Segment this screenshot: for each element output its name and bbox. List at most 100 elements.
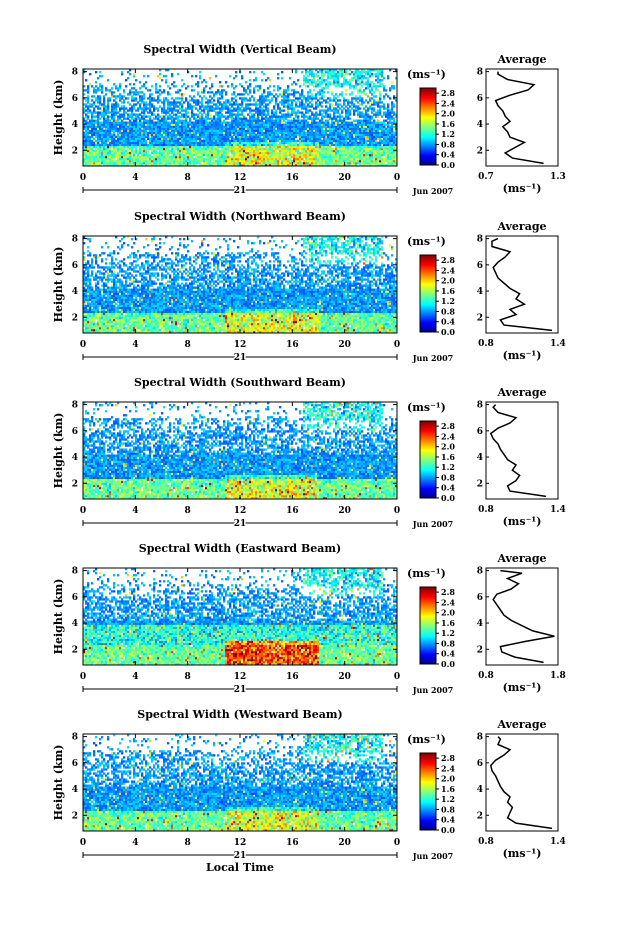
- heatmap-cell: [343, 160, 345, 162]
- heatmap-cell: [355, 140, 357, 142]
- heatmap-cell: [367, 118, 369, 120]
- heatmap-cell: [321, 130, 323, 132]
- heatmap-cell: [285, 154, 287, 156]
- heatmap-cell: [103, 99, 105, 101]
- heatmap-cell: [229, 136, 231, 138]
- heatmap-cell: [127, 160, 129, 162]
- heatmap-cell: [201, 81, 203, 83]
- heatmap-cell: [243, 142, 245, 144]
- heatmap-cell: [127, 150, 129, 152]
- heatmap-cell: [393, 134, 395, 136]
- heatmap-cell: [137, 115, 139, 117]
- heatmap-cell: [369, 83, 371, 85]
- heatmap-cell: [313, 148, 315, 150]
- heatmap-cell: [125, 85, 127, 87]
- heatmap-cell: [253, 134, 255, 136]
- heatmap-cell: [247, 160, 249, 162]
- heatmap-cell: [103, 103, 105, 105]
- heatmap-cell: [159, 120, 161, 122]
- heatmap-cell: [99, 148, 101, 150]
- heatmap-cell: [247, 120, 249, 122]
- heatmap-cell: [303, 156, 305, 158]
- heatmap-cell: [161, 132, 163, 134]
- heatmap-cell: [309, 134, 311, 136]
- heatmap-cell: [133, 83, 135, 85]
- heatmap-cell: [105, 89, 107, 91]
- heatmap-cell: [361, 103, 363, 105]
- heatmap-cell: [371, 111, 373, 113]
- heatmap-cell: [365, 115, 367, 117]
- heatmap-cell: [241, 148, 243, 150]
- heatmap-cell: [97, 148, 99, 150]
- heatmap-cell: [113, 122, 115, 124]
- heatmap-cell: [195, 103, 197, 105]
- heatmap-cell: [161, 124, 163, 126]
- heatmap-cell: [371, 124, 373, 126]
- heatmap-cell: [131, 144, 133, 146]
- heatmap-cell: [241, 124, 243, 126]
- heatmap-cell: [305, 107, 307, 109]
- heatmap-cell: [333, 97, 335, 99]
- heatmap-cell: [363, 120, 365, 122]
- heatmap-cell: [225, 142, 227, 144]
- heatmap-cell: [363, 124, 365, 126]
- heatmap-cell: [93, 126, 95, 128]
- heatmap-cell: [207, 142, 209, 144]
- heatmap-cell: [365, 138, 367, 140]
- heatmap-cell: [259, 85, 261, 87]
- heatmap-cell: [225, 158, 227, 160]
- heatmap-cell: [321, 140, 323, 142]
- heatmap-cell: [185, 118, 187, 120]
- heatmap-cell: [313, 142, 315, 144]
- heatmap-cell: [213, 128, 215, 130]
- heatmap-cell: [353, 146, 355, 148]
- heatmap-cell: [137, 162, 139, 164]
- heatmap-cell: [157, 128, 159, 130]
- heatmap-cell: [299, 156, 301, 158]
- heatmap-cell: [345, 105, 347, 107]
- heatmap-cell: [345, 150, 347, 152]
- heatmap-cell: [205, 134, 207, 136]
- heatmap-cell: [157, 109, 159, 111]
- heatmap-cell: [215, 160, 217, 162]
- heatmap-cell: [281, 136, 283, 138]
- heatmap-cell: [147, 136, 149, 138]
- heatmap-cell: [229, 124, 231, 126]
- heatmap-cell: [339, 132, 341, 134]
- heatmap-cell: [257, 140, 259, 142]
- heatmap-cell: [105, 146, 107, 148]
- heatmap-cell: [297, 130, 299, 132]
- heatmap-cell: [135, 122, 137, 124]
- heatmap-cell: [293, 118, 295, 120]
- heatmap-cell: [353, 103, 355, 105]
- heatmap-cell: [265, 144, 267, 146]
- heatmap-cell: [377, 89, 379, 91]
- heatmap-cell: [113, 154, 115, 156]
- heatmap-cell: [333, 122, 335, 124]
- heatmap-cell: [275, 136, 277, 138]
- heatmap-cell: [339, 118, 341, 120]
- heatmap-cell: [295, 97, 297, 99]
- heatmap-cell: [117, 148, 119, 150]
- heatmap-cell: [235, 99, 237, 101]
- heatmap-cell: [99, 140, 101, 142]
- heatmap-cell: [279, 111, 281, 113]
- heatmap-cell: [145, 107, 147, 109]
- heatmap-cell: [87, 115, 89, 117]
- heatmap-cell: [195, 152, 197, 154]
- heatmap-cell: [363, 150, 365, 152]
- heatmap-cell: [321, 148, 323, 150]
- heatmap-cell: [363, 160, 365, 162]
- heatmap-cell: [85, 130, 87, 132]
- heatmap-cell: [303, 95, 305, 97]
- heatmap-cell: [315, 95, 317, 97]
- heatmap-cell: [255, 126, 257, 128]
- heatmap-cell: [325, 142, 327, 144]
- heatmap-cell: [275, 115, 277, 117]
- heatmap-cell: [213, 154, 215, 156]
- heatmap-cell: [257, 120, 259, 122]
- heatmap-cell: [327, 148, 329, 150]
- heatmap-cell: [247, 107, 249, 109]
- heatmap-cell: [173, 120, 175, 122]
- heatmap-cell: [279, 146, 281, 148]
